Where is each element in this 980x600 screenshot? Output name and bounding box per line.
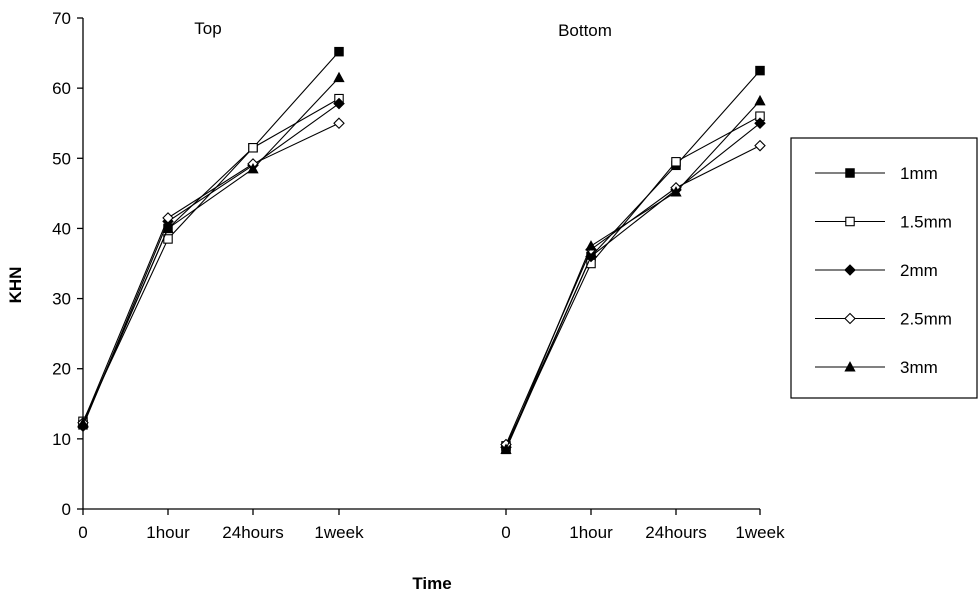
panel-bottom: Bottom [500, 21, 766, 455]
x-tick-label: 1week [735, 523, 785, 542]
y-tick-label: 0 [62, 500, 71, 519]
legend-marker [845, 168, 855, 178]
series-line [82, 77, 340, 424]
x-tick-label: 0 [501, 523, 510, 542]
data-point [77, 417, 89, 428]
y-tick-label: 20 [52, 360, 71, 379]
legend-marker [844, 264, 856, 276]
y-tick-label: 50 [52, 149, 71, 168]
data-point [333, 97, 345, 110]
data-point [754, 139, 766, 152]
series-line [505, 70, 761, 450]
series-line [82, 51, 340, 426]
panel-top: Top [77, 19, 345, 433]
x-tick-label: 24hours [645, 523, 706, 542]
y-tick-label: 60 [52, 79, 71, 98]
series-line [505, 145, 761, 445]
y-axis-title: KHN [6, 267, 25, 304]
legend-label: 3mm [900, 358, 938, 377]
panel-label: Top [194, 19, 221, 38]
tick-labels: 0 10 20 30 40 50 60 70 0 1hour 24hours 1week 0 1hour 2… [52, 9, 785, 542]
series-line [82, 103, 340, 427]
data-point [754, 117, 766, 129]
series-line [505, 122, 761, 448]
panels-group: Top Bottom [77, 19, 766, 455]
data-point [162, 222, 174, 233]
legend-label: 2mm [900, 261, 938, 280]
y-tick-label: 10 [52, 430, 71, 449]
legend-marker [844, 361, 856, 372]
x-tick-label: 0 [78, 523, 87, 542]
legend-marker [845, 216, 855, 227]
legend-label: 1mm [900, 164, 938, 183]
series-line [82, 122, 340, 423]
axes-group [77, 17, 761, 515]
y-tick-label: 70 [52, 9, 71, 28]
data-point [500, 443, 512, 454]
legend-label: 1.5mm [900, 213, 952, 232]
legend-marker [844, 312, 856, 325]
data-point [755, 65, 765, 76]
data-point [671, 157, 681, 167]
x-tick-label: 1hour [569, 523, 613, 542]
data-point [333, 117, 345, 129]
x-tick-label: 24hours [222, 523, 283, 542]
y-tick-label: 40 [52, 219, 71, 238]
data-point [247, 162, 259, 174]
x-tick-label: 1week [314, 523, 364, 542]
data-point [754, 94, 766, 106]
data-point [248, 143, 258, 153]
y-tick-label: 30 [52, 290, 71, 309]
x-axis-title: Time [412, 574, 451, 593]
data-point [333, 71, 345, 83]
series-line [505, 115, 761, 447]
legend-box [790, 137, 978, 399]
legend: 1mm 1.5mm 2mm 2.5mm 3mm [790, 137, 978, 399]
series-line [505, 100, 761, 450]
data-point [670, 186, 682, 197]
data-point [334, 46, 344, 57]
series-line [82, 98, 340, 422]
data-point [585, 240, 597, 251]
legend-label: 2.5mm [900, 310, 952, 329]
panel-label: Bottom [558, 21, 612, 40]
x-tick-label: 1hour [146, 523, 190, 542]
